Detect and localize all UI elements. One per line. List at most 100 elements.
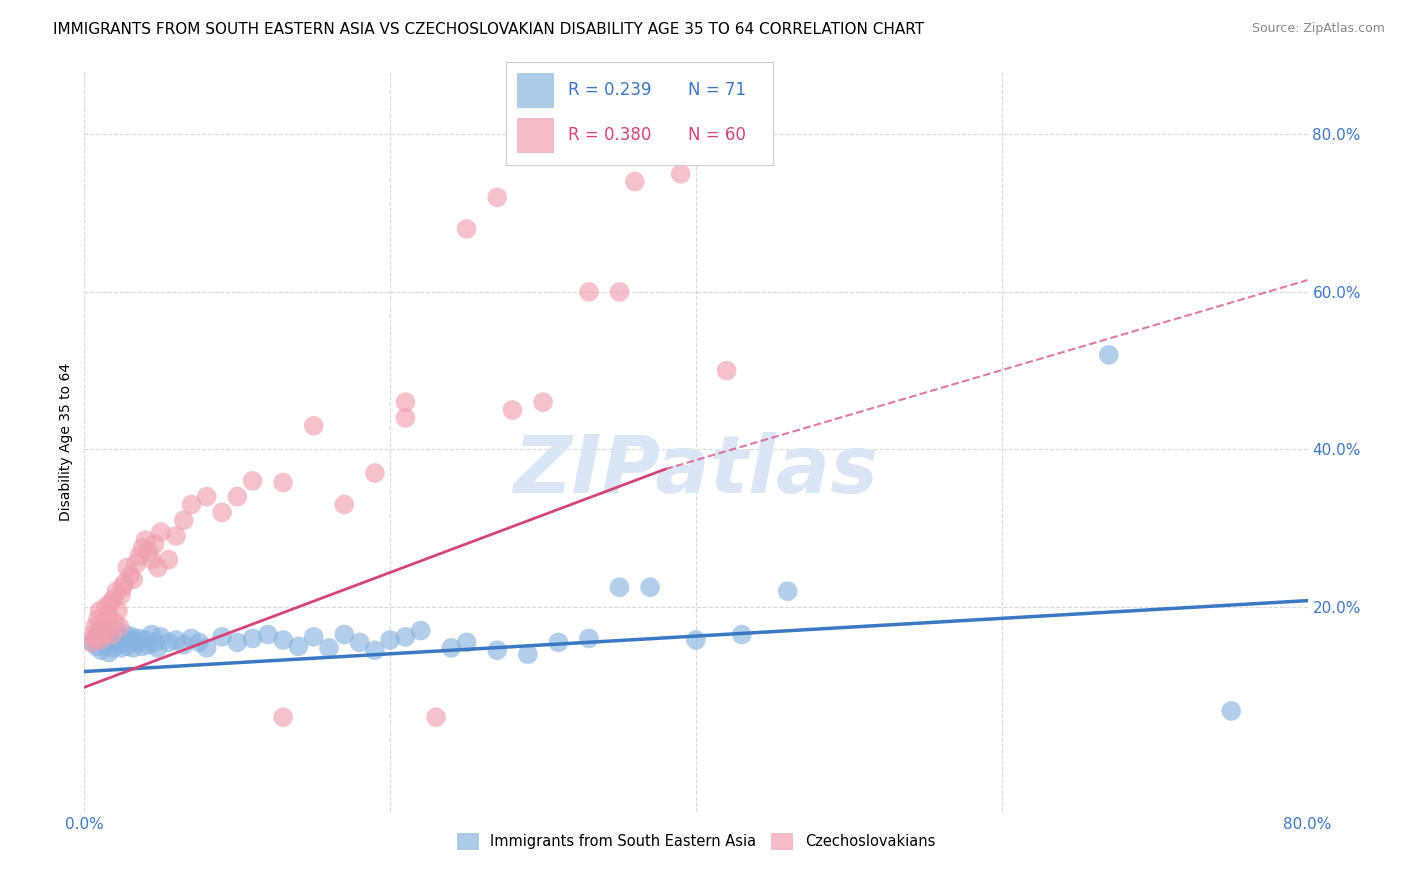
Point [135, 633, 157, 648]
Point [84, 620, 107, 634]
Point [96, 632, 118, 646]
Point [394, 395, 416, 409]
Point [96, 620, 118, 634]
Point [91, 630, 114, 644]
Point [89, 624, 111, 638]
Point [578, 285, 600, 299]
Point [456, 635, 478, 649]
Point [97, 646, 120, 660]
Point [104, 624, 127, 638]
Point [89, 604, 111, 618]
Point [128, 632, 150, 646]
Point [143, 537, 166, 551]
Point [486, 190, 509, 204]
Point [94, 599, 117, 614]
Point [138, 638, 160, 652]
Point [486, 643, 509, 657]
Point [103, 640, 125, 655]
Point [143, 635, 166, 649]
Point [89, 633, 111, 648]
Point [226, 490, 249, 504]
Point [104, 615, 127, 630]
Point [157, 635, 180, 649]
Point [271, 475, 294, 490]
Point [242, 474, 264, 488]
Point [87, 612, 110, 626]
Point [90, 643, 112, 657]
Point [120, 568, 142, 582]
Point [128, 549, 150, 563]
Point [101, 627, 124, 641]
Point [131, 640, 153, 654]
Point [93, 635, 115, 649]
Text: ZIPatlas: ZIPatlas [513, 432, 879, 510]
Text: N = 60: N = 60 [688, 127, 745, 145]
Point [195, 490, 218, 504]
Point [93, 627, 115, 641]
Point [97, 607, 120, 622]
Point [440, 640, 463, 655]
Point [157, 552, 180, 566]
Point [609, 285, 631, 299]
Point [149, 525, 172, 540]
Point [107, 604, 129, 618]
Point [105, 638, 128, 652]
Point [80, 635, 103, 649]
Point [516, 647, 538, 661]
Point [364, 466, 387, 480]
Text: R = 0.380: R = 0.380 [568, 127, 651, 145]
Point [98, 596, 121, 610]
Point [125, 635, 148, 649]
Point [108, 620, 131, 634]
Point [380, 633, 402, 648]
Point [104, 633, 127, 648]
Point [364, 643, 387, 657]
Point [141, 552, 163, 566]
Point [108, 634, 131, 648]
Point [90, 633, 112, 648]
Point [287, 640, 309, 654]
Point [138, 545, 160, 559]
Point [112, 635, 135, 649]
Point [112, 576, 135, 591]
Point [456, 222, 478, 236]
Point [110, 640, 132, 655]
Point [180, 498, 202, 512]
Point [84, 632, 107, 646]
Point [121, 630, 143, 644]
Point [120, 633, 142, 648]
Point [91, 615, 114, 630]
Point [188, 635, 211, 649]
Point [111, 580, 134, 594]
Point [394, 630, 416, 644]
Point [125, 557, 148, 571]
Point [226, 635, 249, 649]
Point [83, 627, 105, 641]
Point [242, 632, 264, 646]
Point [531, 395, 554, 409]
Point [105, 584, 128, 599]
Point [609, 580, 631, 594]
Point [114, 627, 136, 641]
Point [257, 627, 280, 641]
Point [180, 632, 202, 646]
Point [94, 625, 117, 640]
Point [302, 630, 325, 644]
Point [131, 541, 153, 555]
Point [165, 633, 187, 648]
Point [173, 638, 195, 652]
Text: N = 71: N = 71 [688, 81, 745, 99]
Point [302, 418, 325, 433]
Point [86, 640, 108, 654]
Point [195, 640, 218, 655]
Point [135, 533, 157, 547]
Point [1220, 704, 1243, 718]
Point [624, 175, 647, 189]
Point [211, 505, 233, 519]
Point [98, 627, 121, 641]
Point [146, 640, 169, 655]
Y-axis label: Disability Age 35 to 64: Disability Age 35 to 64 [59, 362, 73, 521]
Point [141, 627, 163, 641]
Point [394, 411, 416, 425]
Point [685, 633, 707, 648]
